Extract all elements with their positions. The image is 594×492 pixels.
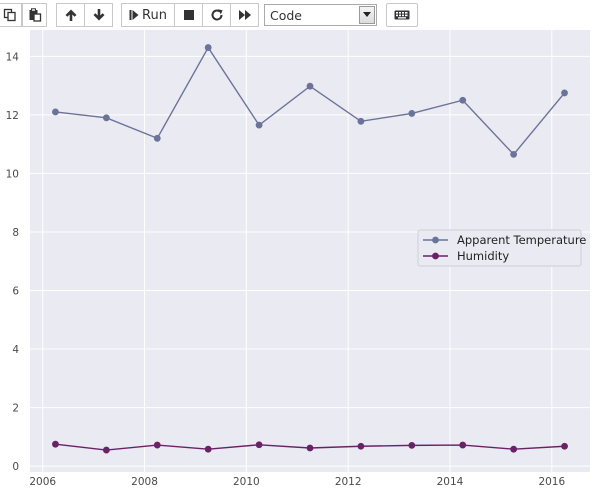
data-point-apparent-temperature: [510, 151, 517, 158]
data-point-apparent-temperature: [459, 97, 466, 104]
step-forward-icon: [129, 9, 139, 21]
data-point-apparent-temperature: [103, 114, 110, 121]
keyboard-icon: [394, 10, 410, 20]
data-point-humidity: [256, 441, 263, 448]
legend-marker-humidity: [432, 253, 439, 260]
y-tick-label: 4: [12, 344, 19, 356]
data-point-humidity: [408, 442, 415, 449]
data-point-apparent-temperature: [307, 83, 314, 90]
data-point-apparent-temperature: [561, 90, 568, 97]
refresh-icon: [210, 8, 224, 22]
run-all-button[interactable]: [230, 3, 259, 27]
y-tick-label: 10: [6, 168, 19, 180]
data-point-humidity: [52, 441, 59, 448]
interrupt-button[interactable]: [174, 3, 203, 27]
data-point-humidity: [103, 447, 110, 454]
x-tick-label: 2008: [131, 476, 158, 488]
y-tick-label: 6: [12, 286, 19, 298]
legend-marker-apparent-temperature: [432, 237, 439, 244]
run-button[interactable]: Run: [121, 3, 175, 27]
data-point-humidity: [510, 446, 517, 453]
x-tick-label: 2012: [335, 476, 362, 488]
data-point-humidity: [205, 446, 212, 453]
x-tick-label: 2014: [437, 476, 464, 488]
command-palette-button[interactable]: [386, 3, 418, 27]
y-tick-label: 8: [12, 227, 19, 239]
copy-cell-button[interactable]: [0, 3, 22, 27]
data-point-apparent-temperature: [408, 110, 415, 117]
cell-type-dropdown-arrow[interactable]: [359, 6, 375, 24]
legend-label-humidity: Humidity: [457, 249, 509, 263]
cell-type-value: Code: [270, 8, 302, 23]
legend-label-apparent-temperature: Apparent Temperature: [457, 233, 586, 247]
data-point-humidity: [154, 442, 161, 449]
copy-icon: [3, 8, 17, 22]
paste-icon: [28, 8, 42, 22]
x-tick-label: 2006: [29, 476, 56, 488]
cell-type-select[interactable]: Code: [264, 4, 377, 26]
move-down-button[interactable]: [84, 3, 113, 27]
fast-forward-icon: [238, 9, 252, 21]
data-point-apparent-temperature: [52, 109, 59, 116]
data-point-humidity: [307, 445, 314, 452]
y-tick-label: 14: [6, 51, 20, 63]
legend: Apparent Temperature Humidity: [418, 230, 586, 266]
data-point-apparent-temperature: [154, 135, 161, 142]
y-tick-label: 2: [12, 403, 19, 415]
data-point-apparent-temperature: [358, 118, 365, 125]
arrow-up-icon: [64, 8, 78, 22]
data-point-humidity: [459, 442, 466, 449]
stop-icon: [183, 9, 195, 21]
line-chart: 2006 2008 2010 2012 2014 2016 0 2 4 6 8 10 12 14 Appa…: [0, 30, 594, 492]
y-tick-label: 0: [12, 461, 19, 473]
data-point-humidity: [358, 443, 365, 450]
move-up-button[interactable]: [56, 3, 85, 27]
paste-cell-button[interactable]: [22, 3, 47, 27]
data-point-apparent-temperature: [256, 122, 263, 129]
x-tick-label: 2010: [233, 476, 260, 488]
restart-button[interactable]: [202, 3, 231, 27]
notebook-toolbar: Run Code: [0, 0, 594, 30]
arrow-down-icon: [92, 8, 106, 22]
data-point-apparent-temperature: [205, 44, 212, 51]
chevron-down-icon: [363, 12, 371, 18]
x-tick-label: 2016: [538, 476, 565, 488]
data-point-humidity: [561, 443, 568, 450]
y-tick-label: 12: [6, 110, 19, 122]
run-label: Run: [142, 8, 167, 23]
